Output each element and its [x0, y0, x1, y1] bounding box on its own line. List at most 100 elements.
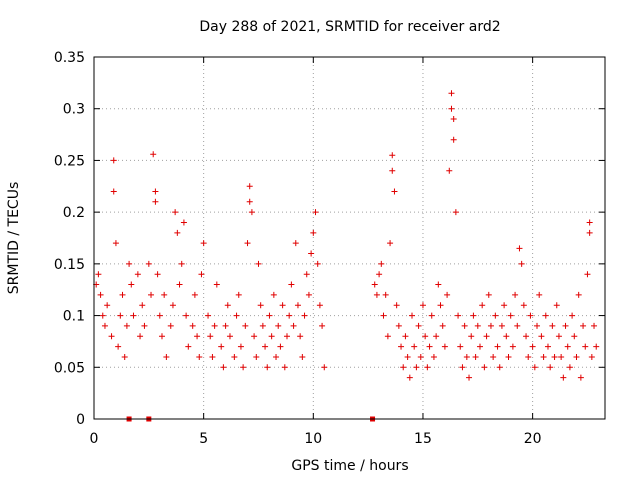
data-point: [312, 209, 319, 216]
y-tick-label: 0: [76, 412, 85, 428]
data-point: [240, 364, 247, 371]
data-point: [224, 302, 231, 309]
data-point: [211, 322, 218, 329]
data-point: [419, 302, 426, 309]
data-point: [540, 353, 547, 360]
data-point: [558, 353, 565, 360]
data-point: [305, 291, 312, 298]
data-point: [130, 312, 137, 319]
data-point: [266, 312, 273, 319]
data-point: [134, 271, 141, 278]
data-point: [233, 312, 240, 319]
data-point: [498, 322, 505, 329]
data-point: [316, 302, 323, 309]
data-point: [555, 333, 562, 340]
data-point: [485, 291, 492, 298]
data-point: [237, 343, 244, 350]
data-point: [268, 333, 275, 340]
data-point: [321, 364, 328, 371]
data-point: [172, 209, 179, 216]
data-point: [551, 353, 558, 360]
data-point: [582, 343, 589, 350]
data-point: [461, 322, 468, 329]
data-point: [503, 333, 510, 340]
data-point: [294, 302, 301, 309]
data-point: [448, 105, 455, 112]
data-point: [198, 271, 205, 278]
data-point: [468, 333, 475, 340]
data-point: [117, 312, 124, 319]
data-point: [185, 343, 192, 350]
data-point: [573, 353, 580, 360]
data-point: [156, 312, 163, 319]
data-point: [450, 136, 457, 143]
data-point: [448, 90, 455, 97]
data-point: [571, 333, 578, 340]
data-point: [137, 333, 144, 340]
data-point: [411, 343, 418, 350]
data-point: [586, 219, 593, 226]
data-point: [437, 302, 444, 309]
data-point: [209, 353, 216, 360]
data-point: [391, 188, 398, 195]
data-point: [259, 322, 266, 329]
data-point: [446, 167, 453, 174]
data-point: [505, 353, 512, 360]
data-point: [123, 322, 130, 329]
data-point: [152, 188, 159, 195]
data-point: [169, 302, 176, 309]
chart-title: Day 288 of 2021, SRMTID for receiver ard…: [199, 19, 500, 35]
data-point: [538, 333, 545, 340]
data-point: [591, 322, 598, 329]
data-point: [531, 364, 538, 371]
data-point: [398, 343, 405, 350]
data-point: [115, 343, 122, 350]
data-point: [191, 291, 198, 298]
data-point: [523, 333, 530, 340]
data-point: [101, 322, 108, 329]
data-point: [262, 343, 269, 350]
data-point: [251, 333, 258, 340]
data-point: [424, 364, 431, 371]
data-point: [152, 198, 159, 205]
data-point: [512, 291, 519, 298]
data-point: [141, 322, 148, 329]
data-point: [242, 322, 249, 329]
data-point: [433, 333, 440, 340]
data-point: [439, 322, 446, 329]
data-point: [283, 333, 290, 340]
data-point: [569, 312, 576, 319]
data-point: [205, 312, 212, 319]
data-point: [435, 281, 442, 288]
data-point: [376, 271, 383, 278]
data-point: [580, 322, 587, 329]
data-point: [128, 281, 135, 288]
y-tick-label: 0.35: [54, 50, 85, 66]
data-point: [409, 312, 416, 319]
data-point: [275, 322, 282, 329]
data-point: [290, 322, 297, 329]
data-point: [95, 271, 102, 278]
data-point: [231, 353, 238, 360]
data-point: [470, 312, 477, 319]
data-point: [481, 364, 488, 371]
data-point: [476, 343, 483, 350]
data-point: [547, 364, 554, 371]
data-point: [426, 343, 433, 350]
data-point: [301, 312, 308, 319]
data-point: [178, 260, 185, 267]
data-point: [378, 260, 385, 267]
data-point: [487, 322, 494, 329]
data-point: [145, 260, 152, 267]
data-point: [273, 353, 280, 360]
data-point: [246, 183, 253, 190]
data-point: [382, 291, 389, 298]
data-point: [525, 353, 532, 360]
data-point: [562, 322, 569, 329]
data-point: [395, 322, 402, 329]
x-axis-title: GPS time / hours: [291, 458, 408, 474]
data-point: [422, 333, 429, 340]
data-point: [483, 333, 490, 340]
data-point: [584, 271, 591, 278]
